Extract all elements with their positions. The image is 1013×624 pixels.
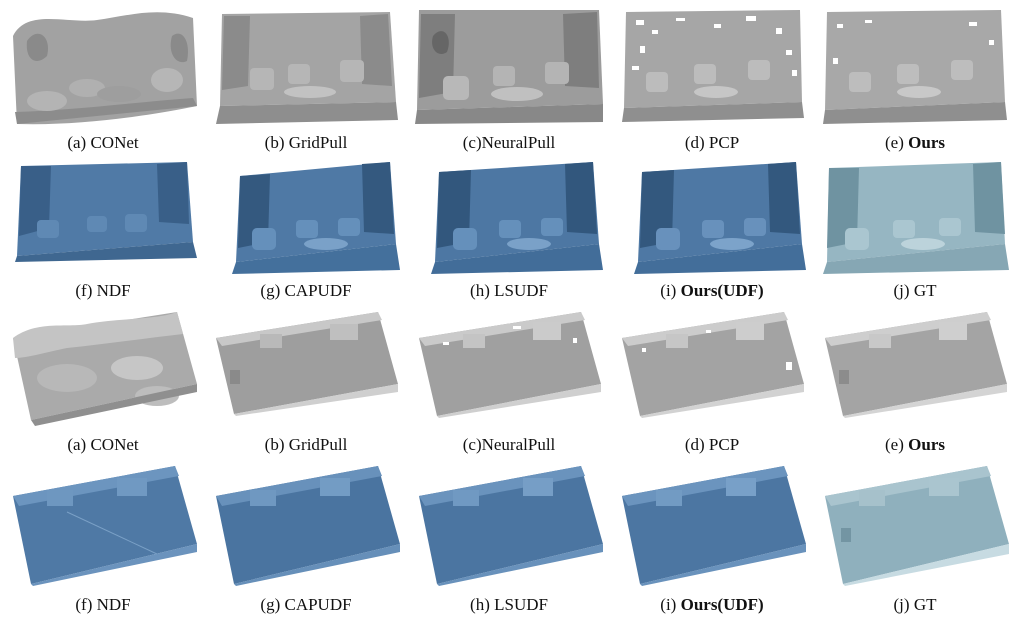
caption-method: CAPUDF — [284, 595, 352, 614]
caption: (b) GridPull — [206, 133, 406, 153]
caption-prefix: (a) — [67, 133, 91, 152]
caption-prefix: (h) — [470, 281, 495, 300]
caption-prefix: (a) — [67, 435, 91, 454]
caption: (d) PCP — [612, 133, 812, 153]
row-1: (a) CONet (b) GridPull — [0, 0, 1013, 158]
caption-prefix: (b) — [264, 133, 289, 152]
render-neuralpull-scene2 — [413, 308, 605, 418]
caption-prefix: (b) — [264, 435, 289, 454]
caption: (f) NDF — [3, 281, 203, 301]
render-lsudf-scene1 — [413, 158, 605, 274]
caption-method-bold: Ours — [908, 435, 945, 454]
caption: (f) NDF — [3, 595, 203, 615]
caption-method: NeuralPull — [481, 435, 556, 454]
render-pcp-scene1 — [616, 6, 808, 126]
caption-prefix: (f) — [75, 281, 97, 300]
caption: (i) Ours(UDF) — [612, 281, 812, 301]
render-gt-scene2 — [819, 462, 1011, 586]
caption-method: PCP — [708, 435, 740, 454]
caption: (e) Ours — [815, 133, 1013, 153]
render-gridpull-scene2 — [210, 308, 402, 416]
row-2: (f) NDF (g) CAPUDF — [0, 158, 1013, 306]
render-ndf-scene1 — [7, 158, 199, 262]
render-ours-udf-scene2 — [616, 462, 808, 586]
caption-method: NDF — [96, 281, 131, 300]
render-conet-scene1 — [7, 6, 199, 126]
caption-method: CAPUDF — [284, 281, 352, 300]
caption-method: NeuralPull — [481, 133, 556, 152]
caption: (h) LSUDF — [409, 281, 609, 301]
caption-prefix: (i) — [660, 595, 681, 614]
caption-prefix: (e) — [885, 133, 909, 152]
caption-method-bold: Ours — [908, 133, 945, 152]
caption-method: NDF — [96, 595, 131, 614]
caption-method: GT — [913, 595, 937, 614]
caption: (j) GT — [815, 281, 1013, 301]
caption-prefix: (h) — [470, 595, 495, 614]
render-ours-scene2 — [819, 308, 1011, 418]
caption: (a) CONet — [3, 133, 203, 153]
row-4: (f) NDF (g) CAPUDF — [0, 456, 1013, 624]
caption-method: GridPull — [288, 435, 348, 454]
caption: (g) CAPUDF — [206, 281, 406, 301]
caption-prefix: (d) — [684, 435, 709, 454]
caption-prefix: (i) — [660, 281, 681, 300]
render-ours-udf-scene1 — [616, 158, 808, 274]
caption: (d) PCP — [612, 435, 812, 455]
caption-prefix: (g) — [260, 595, 285, 614]
caption-method-bold: Ours(UDF) — [680, 281, 764, 300]
caption: (h) LSUDF — [409, 595, 609, 615]
caption: (e) Ours — [815, 435, 1013, 455]
caption-method: GT — [913, 281, 937, 300]
render-gridpull-scene1 — [210, 6, 402, 126]
caption-prefix: (d) — [684, 133, 709, 152]
render-ndf-scene2 — [7, 462, 199, 586]
render-capudf-scene2 — [210, 462, 402, 586]
caption: (b) GridPull — [206, 435, 406, 455]
caption-prefix: (g) — [260, 281, 285, 300]
caption-method: CONet — [90, 133, 139, 152]
render-neuralpull-scene1 — [413, 6, 605, 126]
render-gt-scene1 — [819, 158, 1011, 274]
caption-method: PCP — [708, 133, 740, 152]
caption: (a) CONet — [3, 435, 203, 455]
caption-prefix: (j) — [893, 281, 914, 300]
caption: (j) GT — [815, 595, 1013, 615]
render-conet-scene2 — [7, 308, 199, 426]
caption: (c)NeuralPull — [409, 435, 609, 455]
caption-prefix: (f) — [75, 595, 97, 614]
caption-prefix: (c) — [462, 133, 482, 152]
caption: (g) CAPUDF — [206, 595, 406, 615]
caption-prefix: (j) — [893, 595, 914, 614]
caption-prefix: (c) — [462, 435, 482, 454]
render-ours-scene1 — [819, 6, 1011, 126]
render-pcp-scene2 — [616, 308, 808, 418]
render-lsudf-scene2 — [413, 462, 605, 586]
render-capudf-scene1 — [210, 158, 402, 274]
caption-method-bold: Ours(UDF) — [680, 595, 764, 614]
row-3: (a) CONet (b) GridPull — [0, 306, 1013, 456]
caption: (i) Ours(UDF) — [612, 595, 812, 615]
caption-method: LSUDF — [494, 595, 548, 614]
caption-method: CONet — [90, 435, 139, 454]
caption: (c)NeuralPull — [409, 133, 609, 153]
caption-method: GridPull — [288, 133, 348, 152]
caption-prefix: (e) — [885, 435, 909, 454]
caption-method: LSUDF — [494, 281, 548, 300]
